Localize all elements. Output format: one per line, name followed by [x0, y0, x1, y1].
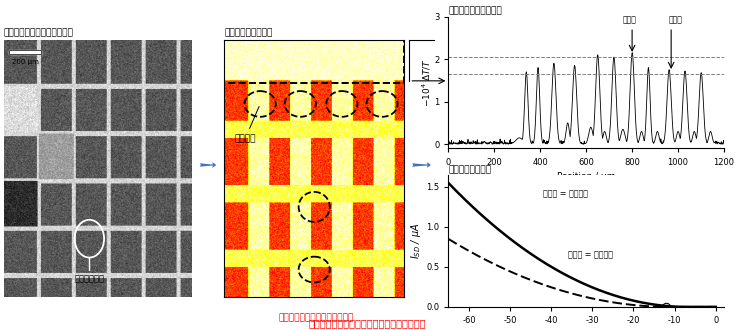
Text: 不良素子はイメージに現れない: 不良素子はイメージに現れない [279, 314, 354, 323]
Y-axis label: $I_{SD}$ / μA: $I_{SD}$ / μA [409, 223, 423, 259]
Text: 有機薄膜トランジスタアレイ: 有機薄膜トランジスタアレイ [4, 28, 74, 37]
Text: トランジスタ特性: トランジスタ特性 [448, 165, 492, 174]
Text: 高強度 = 高移動度: 高強度 = 高移動度 [543, 189, 588, 199]
Text: 低強度: 低強度 [669, 15, 683, 24]
Text: 低強度 = 低移動度: 低強度 = 低移動度 [567, 250, 613, 259]
Text: 高強度: 高強度 [623, 15, 637, 24]
X-axis label: Position / μm: Position / μm [557, 172, 615, 181]
Bar [224, 40, 404, 82]
Text: 不良素子: 不良素子 [234, 107, 259, 143]
Text: 200 μm: 200 μm [12, 59, 38, 65]
Text: トランジスタ: トランジスタ [74, 275, 104, 284]
Text: 信号強度プロファイル: 信号強度プロファイル [448, 7, 502, 16]
Bar [9, 50, 41, 54]
Y-axis label: $-10^4$ $\Delta T / T$: $-10^4$ $\Delta T / T$ [420, 58, 433, 107]
Text: 強度の違いからトランジスタ特性を評価可能: 強度の違いからトランジスタ特性を評価可能 [309, 318, 426, 328]
Text: ゲート変調イメージ: ゲート変調イメージ [224, 28, 273, 37]
Bar [9, 50, 41, 54]
